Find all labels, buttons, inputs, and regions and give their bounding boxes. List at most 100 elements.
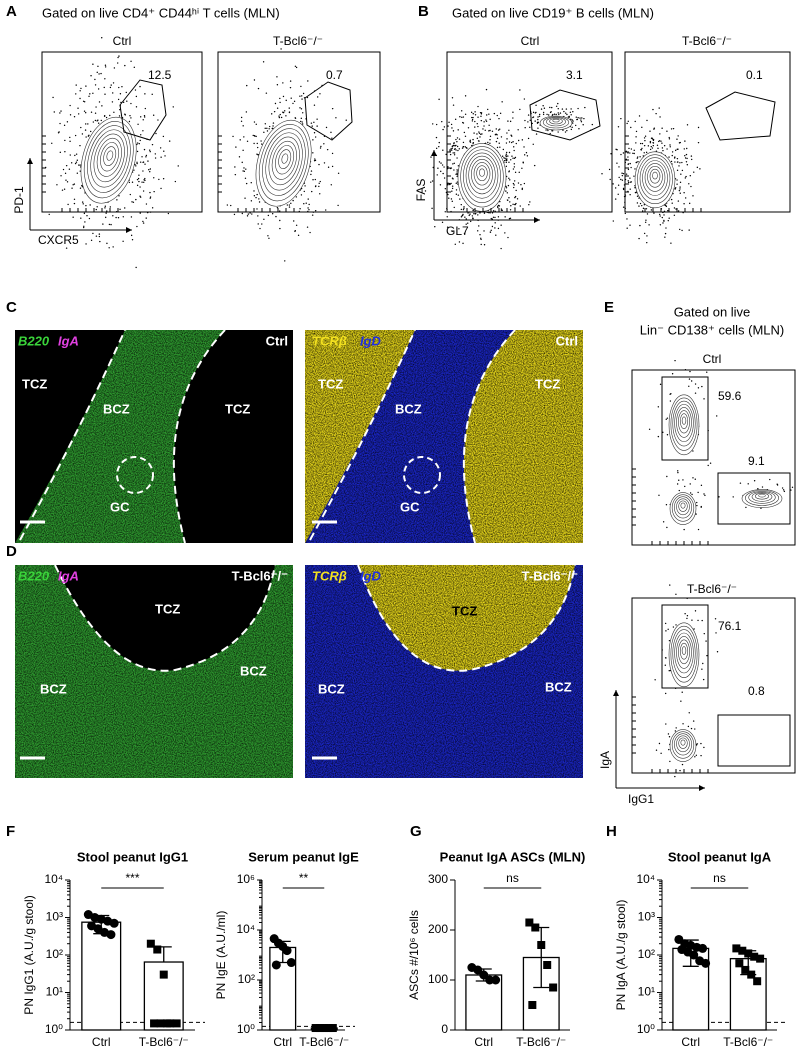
event-dot [65, 247, 68, 249]
event-dot [685, 161, 688, 163]
event-dot [85, 243, 87, 245]
event-dot [694, 610, 697, 612]
event-dot [294, 117, 297, 119]
event-dot [135, 198, 137, 201]
event-dot [83, 101, 86, 103]
event-dot [446, 193, 448, 195]
region-label: BCZ [318, 681, 345, 696]
event-dot [472, 113, 474, 115]
data-point [741, 965, 750, 974]
event-dot [457, 194, 460, 196]
event-dot [692, 720, 695, 722]
event-dot [59, 151, 62, 154]
event-dot [676, 157, 679, 160]
data-point [753, 977, 762, 986]
panel-letter: H [606, 823, 617, 840]
event-dot [460, 216, 463, 218]
event-dot [300, 117, 303, 120]
event-dot [679, 769, 681, 772]
event-dot [483, 125, 485, 127]
event-dot [636, 157, 639, 159]
data-point [473, 965, 483, 975]
event-dot [63, 124, 66, 127]
event-dot [255, 196, 257, 199]
channel-label: IgD [360, 568, 382, 583]
event-dot [130, 216, 133, 218]
event-dot [505, 153, 508, 155]
gate-value: 0.8 [748, 684, 765, 698]
event-dot [480, 243, 482, 246]
event-dot [507, 120, 509, 122]
contour [278, 149, 292, 170]
contour [463, 149, 501, 203]
event-dot [494, 227, 496, 229]
event-dot [136, 161, 138, 163]
event-dot [73, 116, 76, 118]
event-dot [790, 489, 792, 491]
event-dot [486, 211, 488, 214]
data-point [735, 959, 744, 968]
event-dot [485, 88, 488, 91]
event-dot [650, 145, 652, 148]
event-dot [636, 202, 639, 204]
event-dot [472, 142, 474, 145]
event-dot [477, 230, 479, 232]
event-dot [142, 161, 145, 163]
event-dot [694, 392, 697, 394]
event-dot [319, 147, 322, 149]
event-dot [106, 210, 108, 212]
event-dot [616, 162, 618, 164]
event-dot [637, 160, 639, 163]
event-dot [663, 220, 665, 222]
event-dot [60, 110, 62, 112]
event-dot [678, 142, 681, 144]
event-dot [678, 189, 681, 192]
event-dot [648, 428, 651, 430]
event-dot [464, 95, 467, 97]
event-dot [271, 127, 273, 130]
region-label: TCZ [318, 376, 343, 391]
event-dot [461, 147, 464, 149]
event-dot [104, 64, 107, 66]
event-dot [337, 172, 340, 174]
data-point [543, 961, 552, 969]
gate-value: 76.1 [718, 619, 742, 633]
chart-title: Stool peanut IgA [668, 849, 772, 864]
event-dot [436, 174, 438, 176]
event-dot [681, 169, 684, 172]
event-dot [140, 134, 142, 136]
event-dot [580, 119, 582, 121]
event-dot [509, 201, 511, 203]
data-point [172, 1019, 181, 1028]
event-dot [525, 152, 528, 154]
event-dot [575, 124, 577, 127]
y-axis-label: PN IgA (A.U./g stool) [614, 900, 628, 1011]
event-dot [301, 95, 303, 97]
event-dot [506, 132, 508, 134]
event-dot [497, 227, 500, 230]
event-dot [624, 207, 626, 210]
event-dot [636, 195, 639, 197]
event-dot [630, 166, 632, 169]
event-dot [100, 72, 102, 75]
region-label: TCZ [22, 376, 47, 391]
event-dot [700, 506, 702, 508]
event-dot [313, 160, 316, 162]
event-dot [125, 91, 127, 94]
event-dot [627, 156, 629, 158]
event-dot [273, 110, 276, 113]
event-dot [64, 151, 66, 153]
event-dot [510, 141, 513, 144]
event-dot [536, 122, 539, 124]
contour [668, 394, 700, 456]
axis-label: IgG1 [628, 792, 654, 806]
event-dot [69, 154, 71, 156]
event-dot [95, 235, 98, 237]
event-dot [663, 210, 666, 213]
event-dot [474, 120, 476, 123]
event-dot [703, 746, 705, 749]
event-dot [143, 179, 145, 181]
event-dot [496, 146, 499, 149]
event-dot [494, 216, 496, 219]
event-dot [601, 173, 603, 175]
